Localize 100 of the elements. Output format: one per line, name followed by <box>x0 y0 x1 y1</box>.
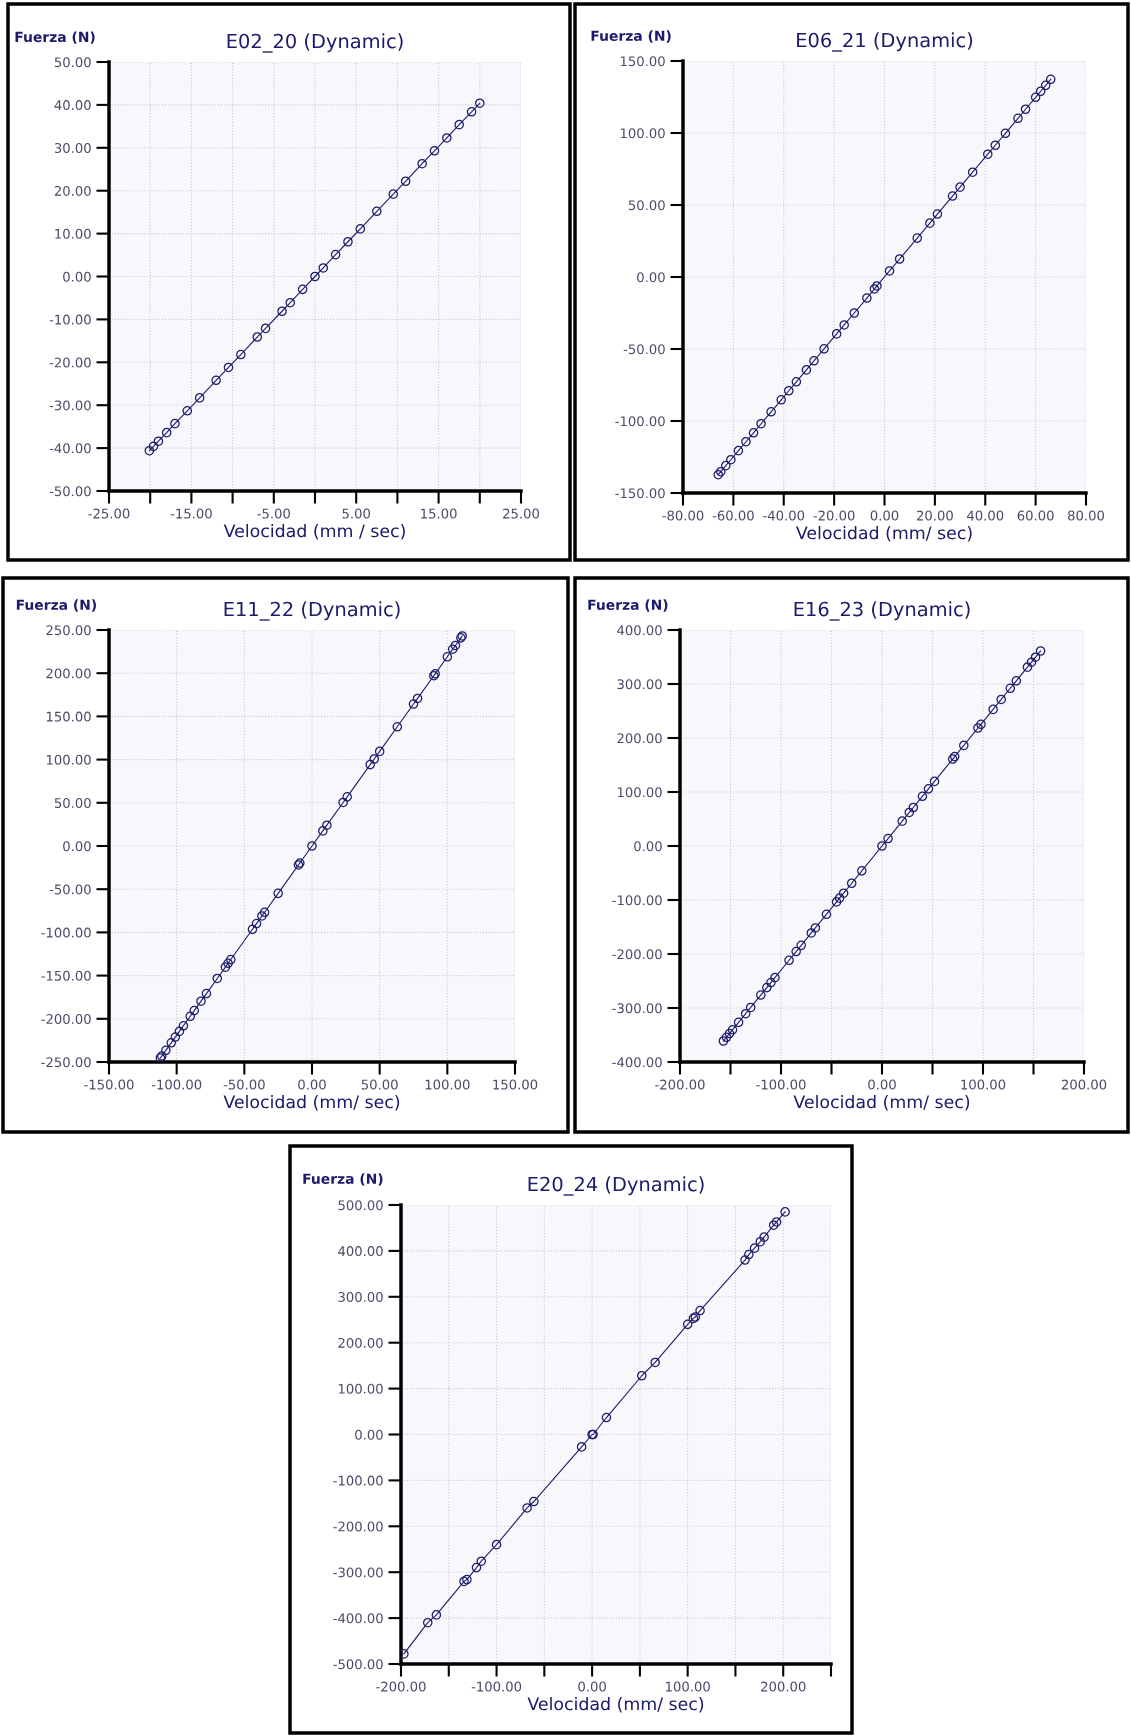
x-tick-label: 0.00 <box>868 1079 896 1090</box>
y-tick-label: -10.00 <box>49 314 91 325</box>
point <box>374 746 385 757</box>
point <box>1022 662 1033 672</box>
point <box>982 149 993 159</box>
point <box>369 754 380 764</box>
x-tick-label: -50.00 <box>223 1079 265 1090</box>
point <box>153 436 164 447</box>
x-tick-label: 40.00 <box>967 510 1004 521</box>
y-tick-label: 300.00 <box>338 1292 383 1302</box>
y-tick-label: 30.00 <box>54 143 91 153</box>
point <box>862 293 872 303</box>
point <box>819 344 829 354</box>
point <box>400 176 411 187</box>
point <box>917 791 928 802</box>
point <box>185 1011 195 1022</box>
point <box>831 329 842 339</box>
point <box>780 1207 790 1217</box>
point <box>431 1610 442 1620</box>
point <box>831 897 842 907</box>
point <box>932 209 943 219</box>
x-tick-label: 60.00 <box>1017 510 1054 521</box>
point <box>1000 128 1011 139</box>
x-tick-label: -40.00 <box>763 510 805 521</box>
point <box>849 308 860 318</box>
point <box>310 271 320 282</box>
point <box>741 436 751 447</box>
point <box>904 807 915 818</box>
point <box>1030 92 1041 103</box>
point <box>726 454 736 465</box>
y-tick-label: 500.00 <box>338 1200 383 1211</box>
point <box>182 405 193 416</box>
point <box>318 263 329 273</box>
point <box>601 1412 612 1423</box>
point <box>223 362 234 373</box>
point <box>392 721 403 732</box>
point <box>1005 683 1016 694</box>
point <box>189 1005 200 1016</box>
point <box>884 266 895 276</box>
point <box>429 146 440 156</box>
x-tick-label: -80.00 <box>662 510 704 521</box>
point <box>161 427 172 438</box>
y-tick-label: 200.00 <box>617 733 662 744</box>
point <box>223 958 233 969</box>
point <box>471 1562 482 1573</box>
y-tick-label: -50.00 <box>49 486 91 497</box>
point <box>791 377 802 387</box>
x-tick-label: -100.00 <box>471 1681 522 1692</box>
y-tick-label: -50.00 <box>49 884 91 895</box>
point <box>766 406 776 417</box>
point <box>273 888 283 899</box>
x-axis-title: Velocidad (mm/ sec) <box>793 1094 970 1111</box>
point <box>466 106 477 117</box>
point <box>257 911 267 921</box>
y-tick-label: -250.00 <box>41 1057 91 1068</box>
x-tick-label: 200.00 <box>761 1681 806 1692</box>
x-tick-label: 5.00 <box>342 508 371 519</box>
point <box>877 841 887 851</box>
chart-title: E06_21 (Dynamic) <box>797 32 973 52</box>
x-tick-label: 0.00 <box>578 1681 606 1692</box>
x-tick-label: 80.00 <box>1068 510 1105 521</box>
y-tick-label: 0.00 <box>634 841 662 852</box>
y-tick-label: 0.00 <box>637 272 665 283</box>
point <box>766 977 776 988</box>
point <box>650 1357 660 1368</box>
point <box>756 418 766 429</box>
x-tick-label: 100.00 <box>961 1079 1006 1090</box>
point <box>1035 646 1046 656</box>
y-tick-label: 0.00 <box>355 1429 383 1440</box>
point <box>211 375 221 386</box>
point <box>408 699 419 709</box>
point <box>442 651 453 662</box>
point <box>637 1370 647 1381</box>
point <box>838 888 849 898</box>
y-tick-label: -400.00 <box>612 1057 662 1068</box>
point <box>388 189 399 199</box>
y-tick-label: 20.00 <box>54 185 91 196</box>
point <box>755 1236 766 1247</box>
x-tick-label: -25.00 <box>88 508 130 519</box>
point <box>1035 86 1046 97</box>
y-tick-label: -500.00 <box>333 1659 383 1670</box>
x-tick-label: -200.00 <box>376 1681 426 1692</box>
point <box>973 723 983 733</box>
x-axis-title: Velocidad (mm/ sec) <box>223 1094 400 1111</box>
point <box>682 1319 693 1330</box>
point <box>756 990 766 1000</box>
point <box>1013 113 1023 124</box>
point <box>476 1556 487 1566</box>
point <box>791 946 801 957</box>
y-tick-label: -20.00 <box>49 357 91 368</box>
point <box>1040 80 1051 91</box>
y-axis-title: Fuerza (N) <box>303 1173 383 1186</box>
point <box>923 784 934 794</box>
x-tick-label: 0.00 <box>298 1079 326 1090</box>
y-tick-label: 0.00 <box>63 841 91 852</box>
point <box>277 306 287 317</box>
x-tick-label: 0.00 <box>870 510 899 521</box>
point <box>733 445 744 456</box>
point <box>839 320 849 330</box>
y-tick-label: -100.00 <box>333 1475 383 1486</box>
